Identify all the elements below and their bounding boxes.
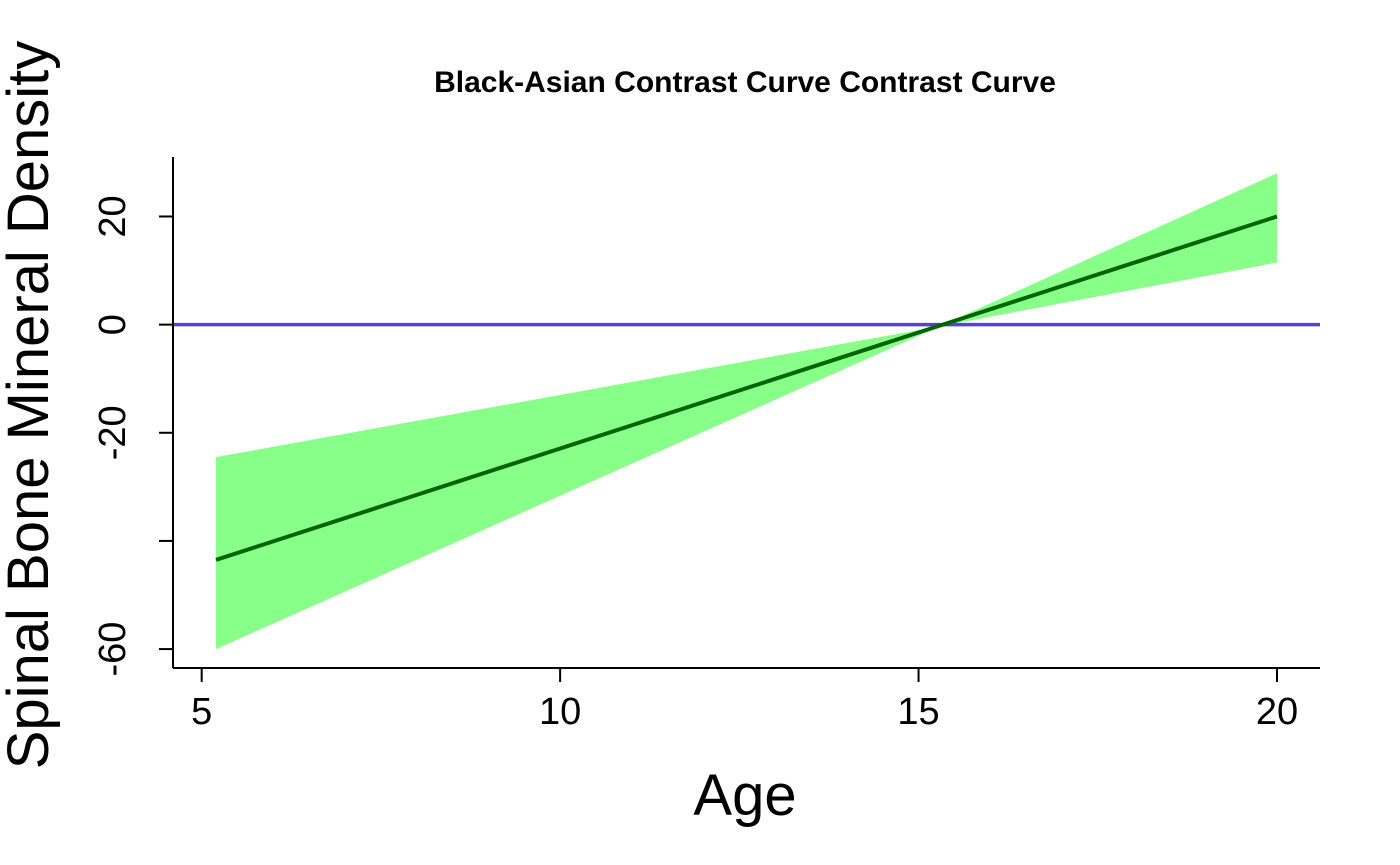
x-axis-ticks: 5 10 15 20	[191, 668, 1298, 733]
y-tick-label: -60	[92, 622, 134, 677]
y-tick-label: 0	[92, 314, 134, 335]
x-tick-label: 5	[191, 691, 212, 733]
y-tick-label: -20	[92, 405, 134, 460]
x-tick-label: 20	[1256, 691, 1298, 733]
contrast-estimate-line	[215, 214, 1278, 562]
chart-title: Black-Asian Contrast Curve Contrast Curv…	[434, 66, 1056, 99]
y-tick-label: 20	[92, 195, 134, 237]
x-tick-label: 15	[897, 691, 939, 733]
confidence-band	[216, 173, 1277, 650]
x-axis-label: Age	[693, 763, 796, 828]
y-axis-ticks: 20 0 -20 -60	[92, 195, 173, 677]
x-tick-label: 10	[539, 691, 581, 733]
plot-area	[173, 173, 1320, 650]
y-axis-label: Spinal Bone Mineral Density	[0, 41, 61, 770]
